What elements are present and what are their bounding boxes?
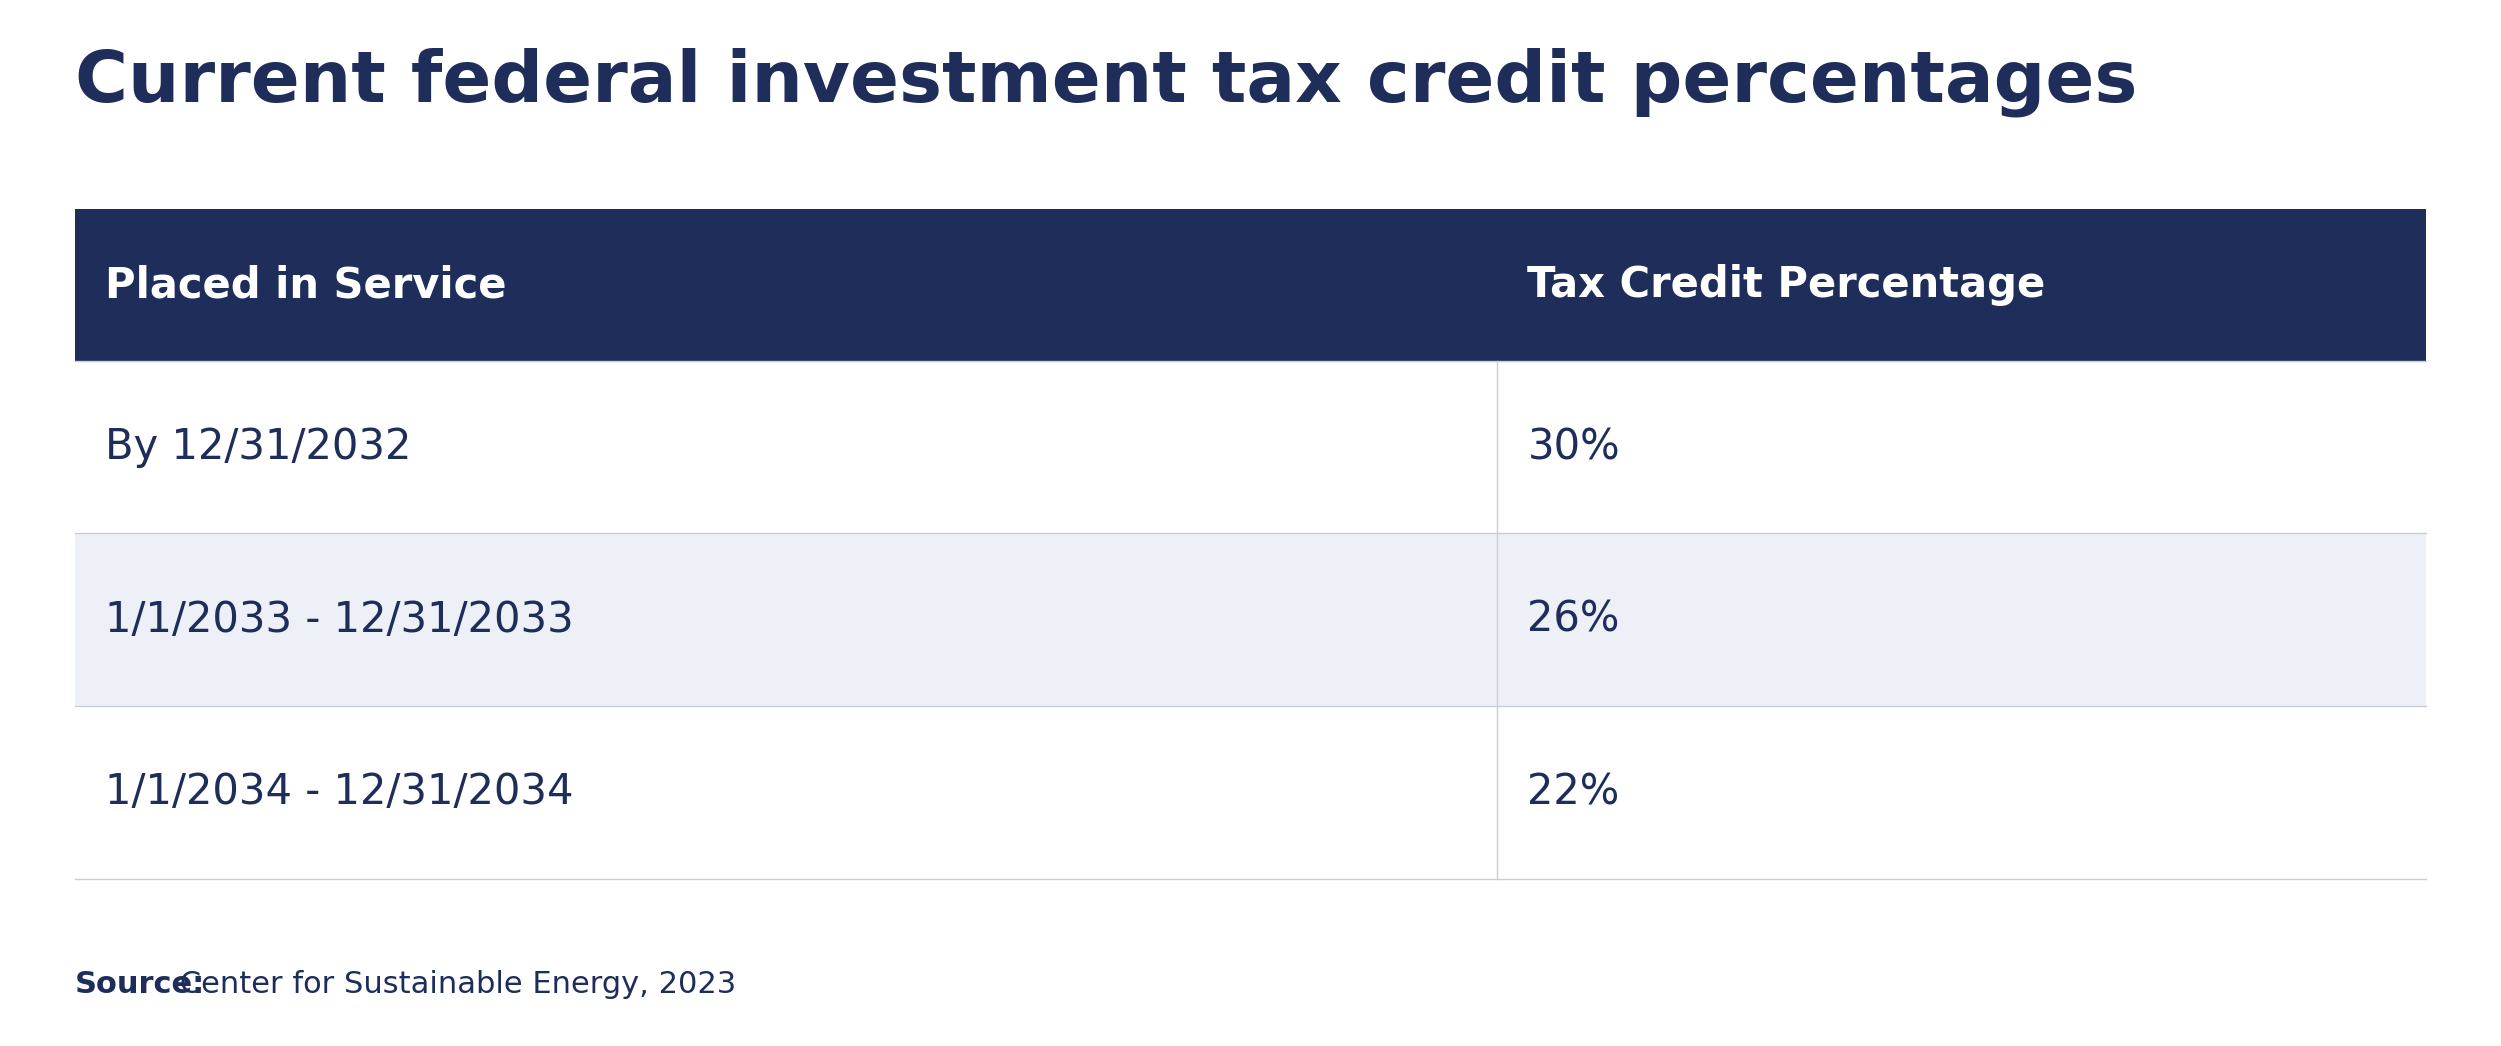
Bar bbox=[75, 361, 2426, 533]
Text: 1/1/2034 - 12/31/2034: 1/1/2034 - 12/31/2034 bbox=[105, 771, 573, 814]
Bar bbox=[75, 706, 2426, 879]
Text: 26%: 26% bbox=[1528, 598, 1621, 641]
Text: 22%: 22% bbox=[1528, 771, 1621, 814]
Bar bbox=[75, 209, 2426, 361]
Text: Source:: Source: bbox=[75, 970, 205, 999]
Text: 1/1/2033 - 12/31/2033: 1/1/2033 - 12/31/2033 bbox=[105, 598, 573, 641]
Text: Tax Credit Percentage: Tax Credit Percentage bbox=[1528, 264, 2046, 306]
Text: Placed in Service: Placed in Service bbox=[105, 264, 508, 306]
Text: By 12/31/2032: By 12/31/2032 bbox=[105, 426, 413, 469]
Text: 30%: 30% bbox=[1528, 426, 1621, 469]
Bar bbox=[75, 533, 2426, 706]
Text: Current federal investment tax credit percentages: Current federal investment tax credit pe… bbox=[75, 47, 2138, 116]
Text: Center for Sustainable Energy, 2023: Center for Sustainable Energy, 2023 bbox=[170, 970, 735, 999]
